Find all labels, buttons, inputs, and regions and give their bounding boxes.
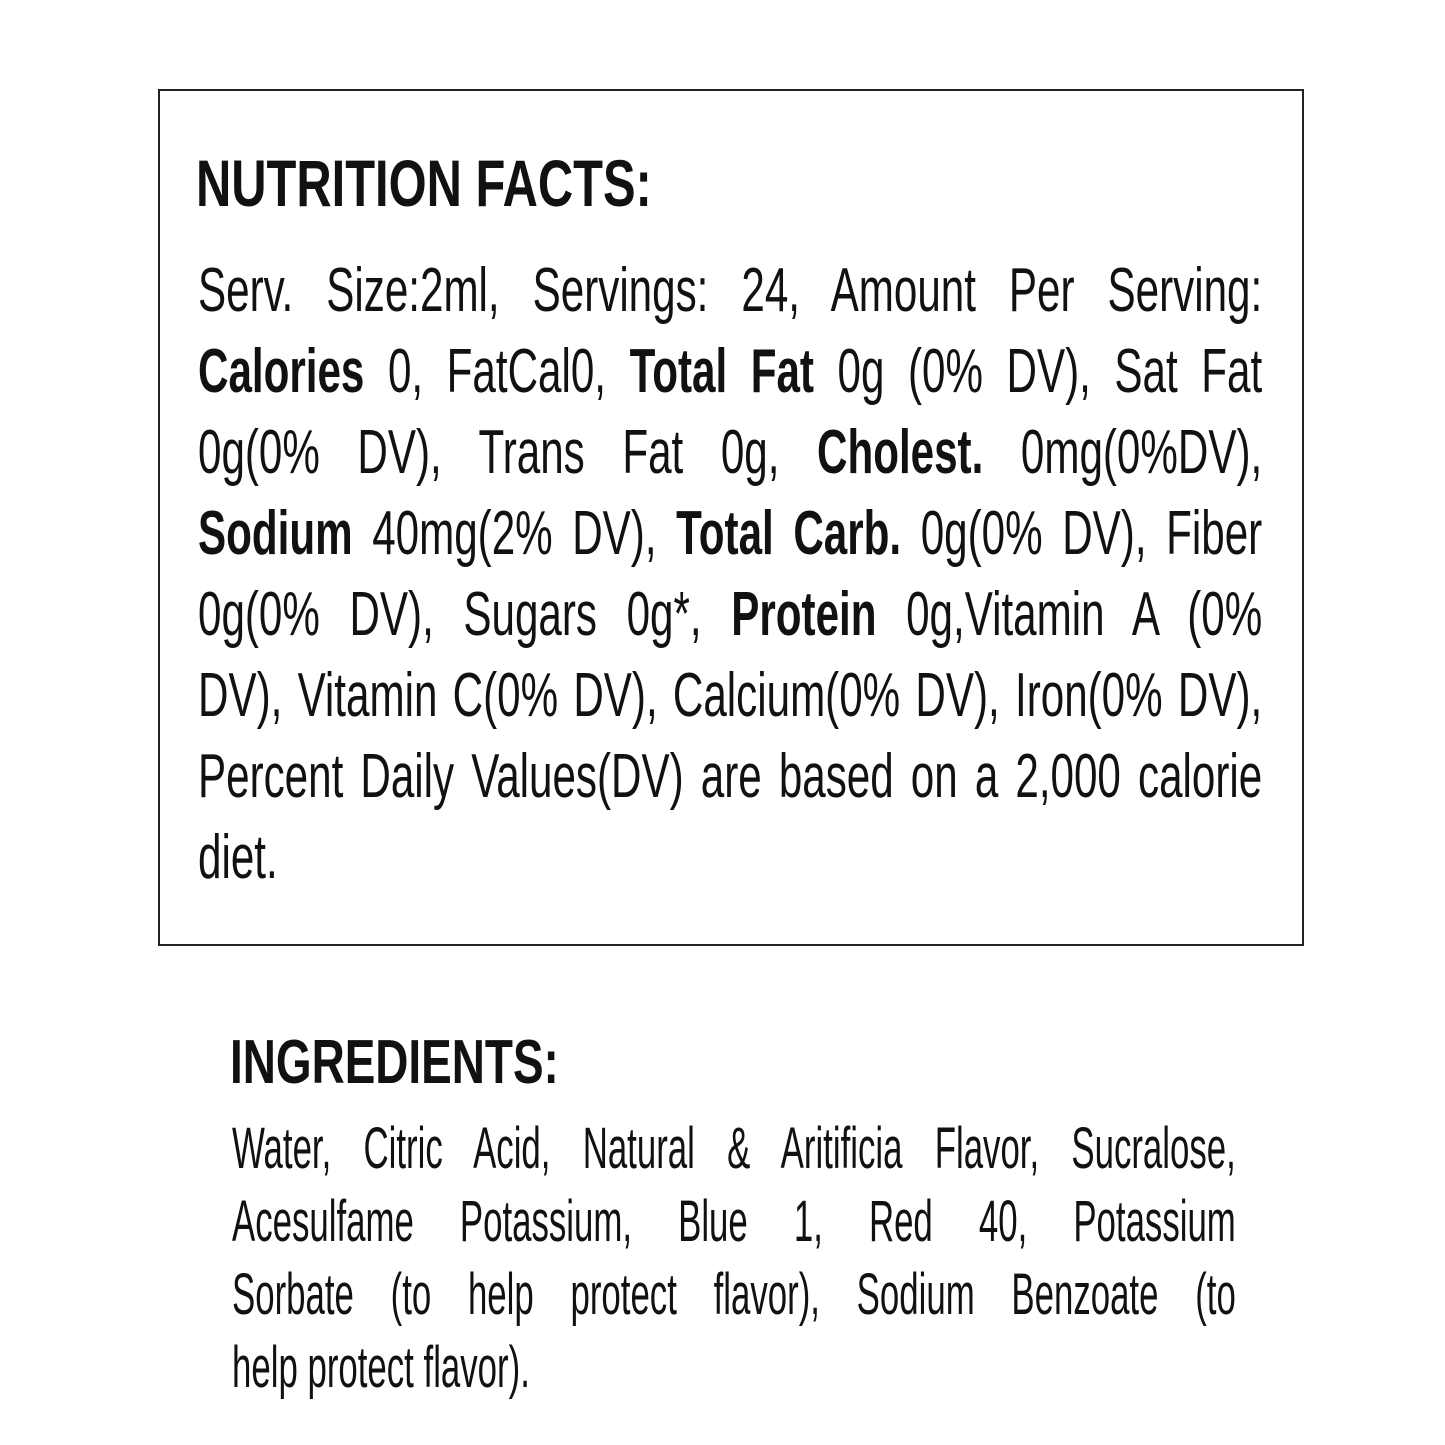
nutrition-line: 0g(0% DV), Sugars 0g*, Protein 0g,Vitami… <box>198 574 1262 655</box>
text-segment: Acesulfame Potassium, Blue 1, Red 40, Po… <box>232 1189 1236 1254</box>
ingredients-line: Sorbate (to help protect flavor), Sodium… <box>232 1258 1236 1331</box>
text-segment: diet. <box>198 823 278 892</box>
nutrition-line: Calories 0, FatCal0, Total Fat 0g (0% DV… <box>198 331 1262 412</box>
nutrition-line: DV), Vitamin C(0% DV), Calcium(0% DV), I… <box>198 655 1262 736</box>
ingredients-line: Acesulfame Potassium, Blue 1, Red 40, Po… <box>232 1185 1236 1258</box>
ingredients-line: Water, Citric Acid, Natural & Aritificia… <box>232 1112 1236 1185</box>
bold-nutrient-label: Protein <box>731 580 877 649</box>
text-segment: 40mg(2% DV), <box>352 499 677 568</box>
text-segment: Water, Citric Acid, Natural & Aritificia… <box>232 1116 1236 1181</box>
ingredients-title: INGREDIENTS: <box>230 1028 559 1097</box>
text-segment: Sorbate (to help protect flavor), Sodium… <box>232 1262 1236 1327</box>
bold-nutrient-label: Total Fat <box>629 337 814 406</box>
text-segment: 0g(0% DV), Fiber <box>901 499 1263 568</box>
text-segment: 0g (0% DV), Sat Fat <box>813 337 1263 406</box>
text-segment: 0g(0% DV), Trans Fat 0g, <box>198 418 817 487</box>
text-segment: Serv. Size:2ml, Servings: 24, Amount Per… <box>198 256 1263 325</box>
nutrition-line: 0g(0% DV), Trans Fat 0g, Cholest. 0mg(0%… <box>198 412 1262 493</box>
text-segment: DV), Vitamin C(0% DV), Calcium(0% DV), I… <box>198 661 1263 730</box>
text-segment: Percent Daily Values(DV) are based on a … <box>198 742 1263 811</box>
bold-nutrient-label: Sodium <box>198 499 353 568</box>
ingredients-line: help protect flavor). <box>232 1331 1236 1404</box>
nutrition-line: Serv. Size:2ml, Servings: 24, Amount Per… <box>198 250 1262 331</box>
text-segment: 0, FatCal0, <box>364 337 630 406</box>
ingredients-text: Water, Citric Acid, Natural & Aritificia… <box>232 1112 1445 1404</box>
text-segment: 0g(0% DV), Sugars 0g*, <box>198 580 732 649</box>
nutrition-facts-title: NUTRITION FACTS: <box>196 146 652 220</box>
nutrition-facts-box <box>158 89 1304 946</box>
nutrition-line: Percent Daily Values(DV) are based on a … <box>198 736 1262 817</box>
text-segment: help protect flavor). <box>232 1335 530 1400</box>
text-segment: 0mg(0%DV), <box>983 418 1263 487</box>
text-segment: 0g,Vitamin A (0% <box>876 580 1263 649</box>
bold-nutrient-label: Cholest. <box>816 418 984 487</box>
bold-nutrient-label: Calories <box>198 337 365 406</box>
nutrition-facts-text: Serv. Size:2ml, Servings: 24, Amount Per… <box>198 250 1445 898</box>
bold-nutrient-label: Total Carb. <box>676 499 902 568</box>
nutrition-line: Sodium 40mg(2% DV), Total Carb. 0g(0% DV… <box>198 493 1262 574</box>
nutrition-line: diet. <box>198 817 1262 898</box>
